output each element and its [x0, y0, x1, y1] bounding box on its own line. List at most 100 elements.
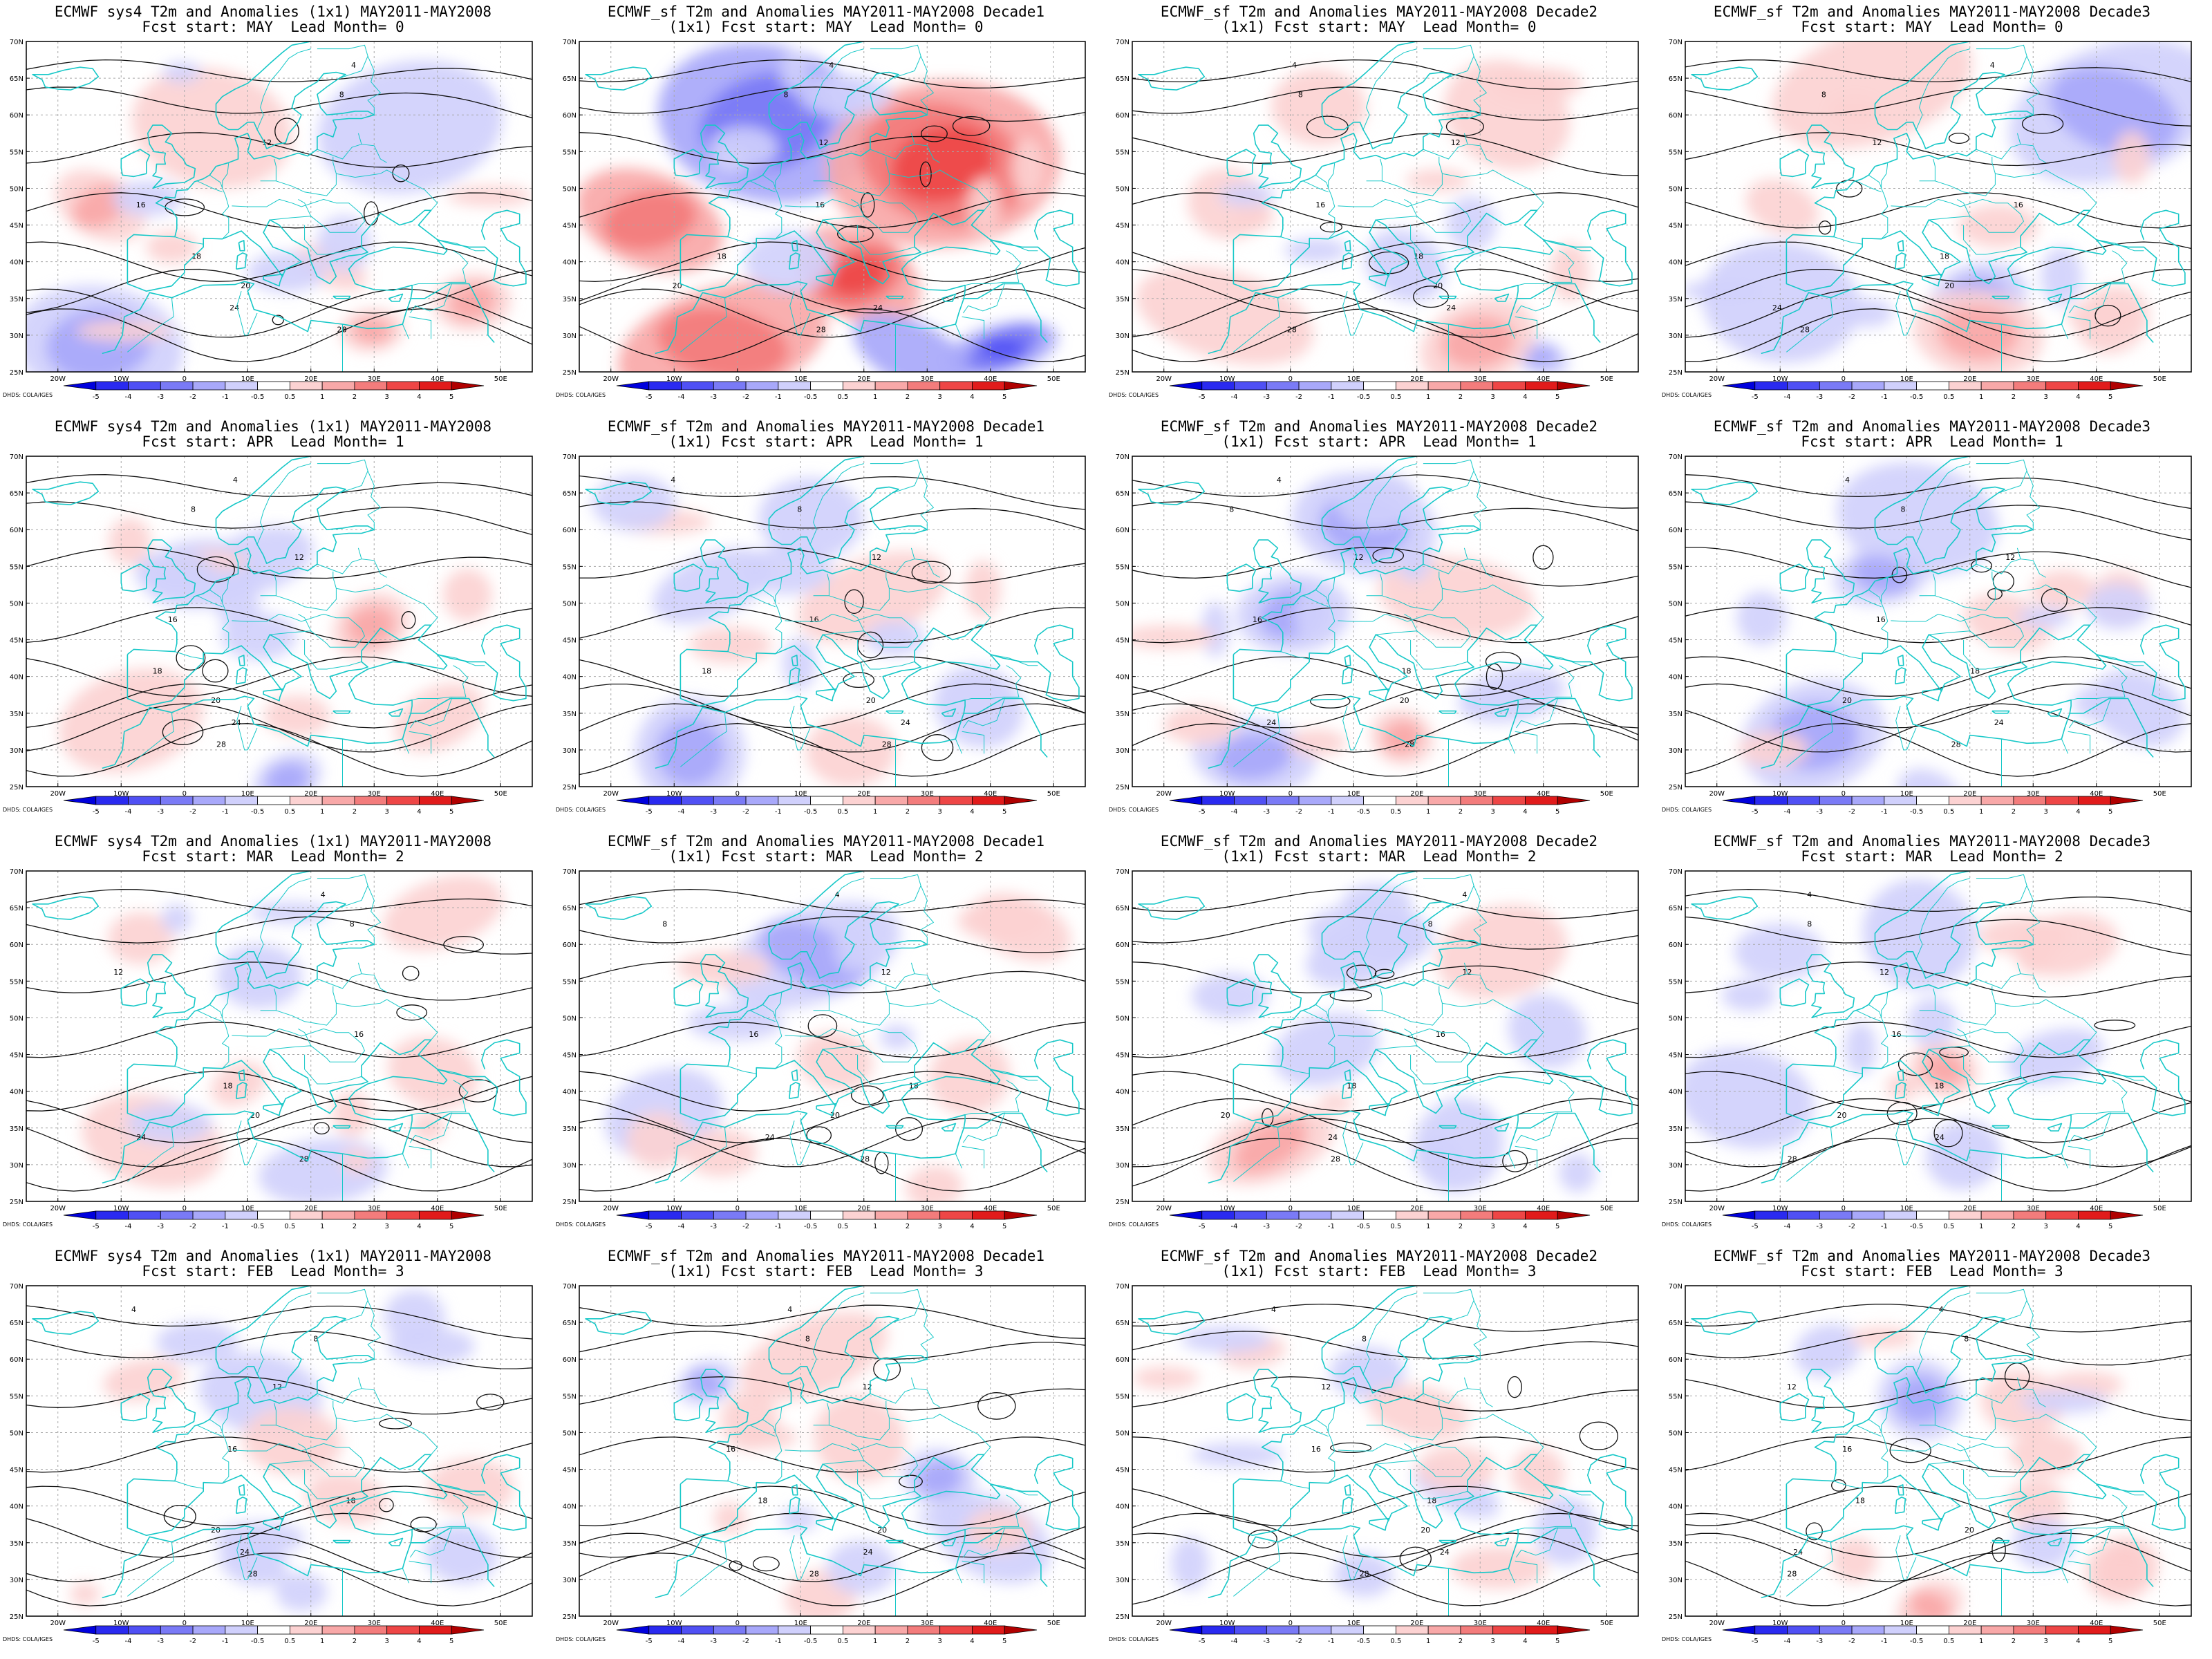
lon-tick-label: 10E	[1900, 1205, 1913, 1212]
lon-tick-label: 20W	[603, 790, 619, 798]
borders	[1233, 1288, 1591, 1616]
lat-tick-label: 30N	[563, 1162, 577, 1170]
colorbar-tick-label: 5	[1555, 393, 1559, 401]
colorbar-tick-label: -3	[710, 808, 717, 816]
colorbar-tick-label: 2	[353, 808, 357, 816]
contour-label: 4	[835, 890, 840, 899]
lon-tick-label: 10W	[113, 1620, 129, 1627]
map-frame	[1685, 1285, 2192, 1617]
lon-tick-label: 10W	[113, 790, 129, 798]
map-frame	[579, 41, 1086, 373]
lon-tick-label: 40E	[2090, 790, 2103, 798]
contour-label: 24	[1440, 1548, 1450, 1557]
map-panel: 4 8 12 16 18 20 24 28 70N 65N 60N 55N 50N 45N 40N 35N 30…	[1106, 1244, 1652, 1659]
lon-tick-label: 10E	[1347, 1205, 1360, 1212]
lat-tick-label: 25N	[1116, 784, 1130, 791]
panel-subtitle: (1x1) Fcst start: FEB Lead Month= 3	[1221, 1263, 1537, 1280]
panel-subtitle: (1x1) Fcst start: FEB Lead Month= 3	[668, 1263, 984, 1280]
borders	[680, 459, 1038, 787]
lat-tick-label: 60N	[10, 112, 24, 120]
colorbar-tick-label: -4	[1231, 1638, 1238, 1645]
borders	[1786, 1288, 2144, 1616]
colorbar-tick-label: 1	[320, 393, 324, 401]
anomaly-map: 4812161820242870N65N60N55N50N45N40N35N30…	[1109, 868, 1639, 1230]
anomaly-shading	[1736, 462, 2185, 787]
colorbar-tick-label: -1	[222, 808, 229, 816]
lat-tick-label: 25N	[1669, 369, 1683, 377]
contour-label: 8	[1901, 505, 1906, 514]
contour-label: 18	[1855, 1496, 1865, 1505]
colorbar-tick-label: -2	[742, 393, 749, 401]
lon-tick-label: 20E	[857, 1205, 870, 1212]
colorbar-tick-label: 4	[2076, 1223, 2080, 1230]
panel-title: ECMWF_sf T2m and Anomalies MAY2011-MAY20…	[607, 1248, 1045, 1264]
lon-tick-label: 20W	[1156, 1205, 1172, 1212]
anomaly-map: 4812161820242870N65N60N55N50N45N40N35N30…	[1662, 453, 2192, 816]
colorbar: -5 -4 -3 -2 -1 -0.5 0.5 1 2 3 4 5	[616, 381, 1038, 401]
colorbar-tick-label: 5	[449, 1638, 453, 1645]
borders	[1233, 459, 1591, 787]
contour-label: 18	[1402, 666, 1412, 675]
contour-label: 18	[191, 252, 201, 261]
colorbar-tick-label: 0.5	[1390, 393, 1401, 401]
lat-tick-label: 25N	[10, 1613, 24, 1621]
coastlines	[1691, 456, 2186, 769]
colorbar-tick-label: -1	[775, 808, 782, 816]
contour-label: 4	[233, 476, 238, 485]
lon-tick-label: 30E	[921, 375, 934, 383]
contour-label: 24	[232, 718, 241, 727]
lat-tick-label: 55N	[1669, 563, 1683, 571]
anomaly-map: 4812161820242870N65N60N55N50N45N40N35N30…	[1662, 1283, 2192, 1645]
coastlines	[1138, 456, 1633, 769]
colorbar-tick-label: 2	[1459, 808, 1463, 816]
map-panel: 4 8 12 16 18 20 24 28 70N 65N 60N 55N 50N 45N 40N 35N 30…	[553, 415, 1099, 830]
temperature-contours	[1685, 1304, 2191, 1606]
lat-tick-label: 55N	[1669, 978, 1683, 986]
lon-tick-label: 40E	[984, 1620, 997, 1627]
panel-title: ECMWF_sf T2m and Anomalies MAY2011-MAY20…	[1713, 3, 2151, 20]
lon-tick-label: 50E	[1600, 1205, 1613, 1212]
anomaly-shading	[1192, 883, 1596, 1193]
lat-tick-label: 45N	[1669, 1052, 1683, 1060]
colorbar-tick-label: 5	[1555, 808, 1559, 816]
anomaly-map: 4812161820242870N65N60N55N50N45N40N35N30…	[556, 453, 1086, 816]
colorbar-tick-label: -3	[1816, 393, 1823, 401]
colorbar-tick-label: -4	[1784, 1638, 1791, 1645]
coastlines	[32, 1286, 527, 1599]
colorbar-tick-label: -3	[1263, 1638, 1270, 1645]
colorbar-tick-label: -0.5	[804, 393, 818, 401]
anomaly-shading	[605, 892, 1071, 1201]
colorbar-tick-label: 2	[906, 1223, 910, 1230]
contour-label: 24	[1793, 1548, 1803, 1557]
coastlines	[1138, 41, 1633, 355]
lon-tick-label: 10W	[1772, 375, 1788, 383]
colorbar: -5 -4 -3 -2 -1 -0.5 0.5 1 2 3 4 5	[1722, 1210, 2144, 1230]
contour-label: 12	[2005, 553, 2015, 562]
colorbar-tick-label: 4	[417, 808, 421, 816]
colorbar-tick-label: 2	[1459, 1223, 1463, 1230]
borders	[127, 459, 485, 787]
lat-tick-label: 65N	[1116, 905, 1130, 912]
borders	[127, 44, 485, 372]
colorbar-tick-label: 5	[1555, 1638, 1559, 1645]
colorbar-tick-label: 1	[873, 393, 877, 401]
colorbar-tick-label: 1	[1426, 808, 1430, 816]
lat-tick-label: 60N	[563, 1356, 577, 1364]
lat-tick-label: 65N	[1116, 75, 1130, 83]
contour-label: 16	[1315, 200, 1325, 209]
contour-label: 20	[1400, 696, 1409, 705]
temperature-contours	[579, 888, 1085, 1192]
colorbar-tick-label: -2	[189, 1223, 196, 1230]
temperature-contours	[1685, 474, 2191, 777]
borders	[680, 874, 1038, 1201]
colorbar-tick-label: 1	[320, 808, 324, 816]
lon-tick-label: 20E	[1963, 790, 1976, 798]
panel-subtitle: (1x1) Fcst start: APR Lead Month= 1	[668, 433, 984, 450]
lat-tick-label: 30N	[1669, 747, 1683, 755]
map-frame	[26, 456, 533, 787]
anomaly-map: 4812161820242870N65N60N55N50N45N40N35N30…	[1662, 39, 2192, 401]
contour-label: 20	[866, 696, 876, 705]
map-frame	[1132, 870, 1639, 1202]
lat-tick-label: 35N	[1669, 1125, 1683, 1133]
contour-label: 24	[1772, 303, 1782, 312]
